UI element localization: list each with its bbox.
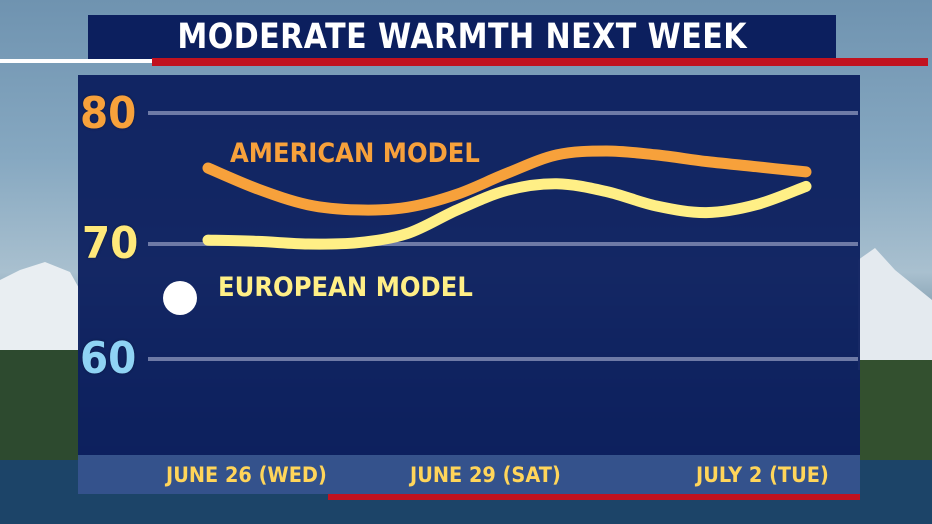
gridline-80 — [148, 111, 858, 115]
series-line-american-model — [202, 145, 812, 216]
bottom-red-rule — [328, 494, 860, 500]
right-shore — [860, 360, 932, 460]
y-tick-label-80: 80 — [80, 88, 137, 139]
right-mountain — [858, 248, 932, 370]
x-tick-label-june-29: JUNE 29 (SAT) — [410, 463, 561, 487]
left-shore — [0, 350, 80, 460]
y-tick-label-60: 60 — [80, 333, 137, 384]
chart-title: MODERATE WARMTH NEXT WEEK — [177, 17, 747, 57]
x-axis-strip — [78, 455, 860, 494]
title-banner: MODERATE WARMTH NEXT WEEK — [88, 15, 836, 59]
title-red-rule — [152, 58, 928, 66]
chart-panel — [78, 75, 860, 455]
legend-european-model: EUROPEAN MODEL — [218, 272, 473, 303]
title-white-rule — [0, 59, 152, 63]
series-line-european-model — [202, 178, 812, 250]
left-mountain — [0, 262, 80, 360]
sun-icon — [163, 281, 197, 315]
x-tick-label-july-2: JULY 2 (TUE) — [696, 463, 829, 487]
legend-american-model: AMERICAN MODEL — [230, 138, 480, 169]
y-tick-label-70: 70 — [82, 218, 139, 269]
gridline-70 — [148, 242, 858, 246]
gridline-60 — [148, 357, 858, 361]
x-tick-label-june-26: JUNE 26 (WED) — [166, 463, 327, 487]
